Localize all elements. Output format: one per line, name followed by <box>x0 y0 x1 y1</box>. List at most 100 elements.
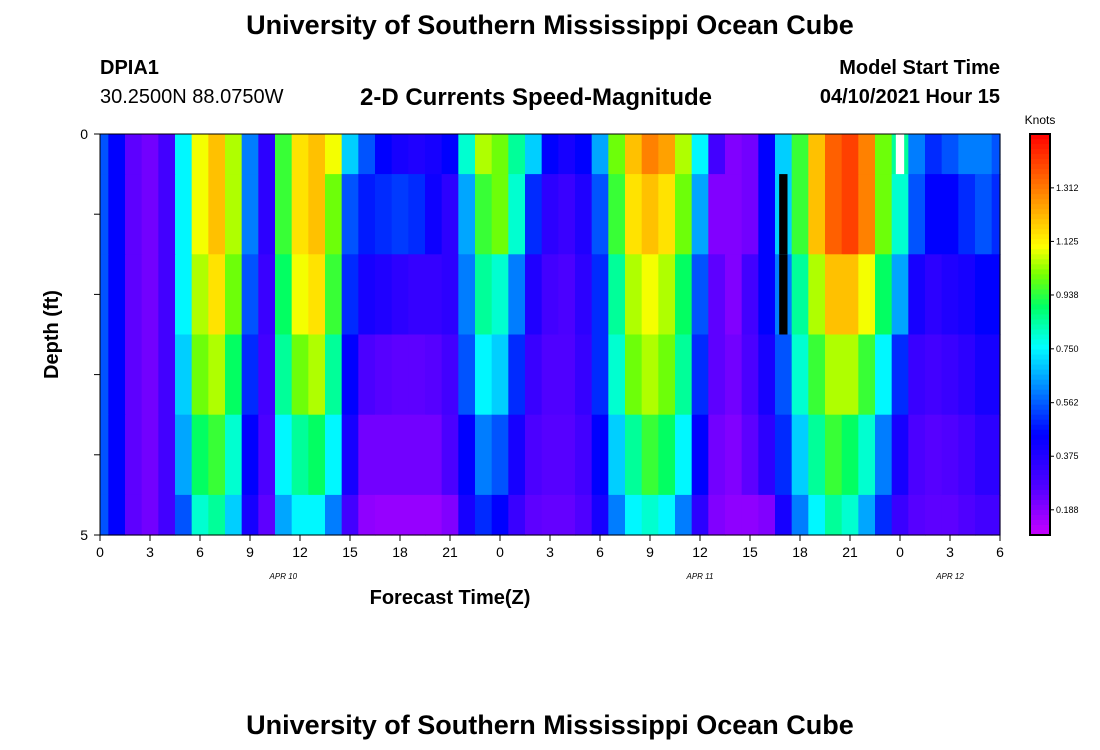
heatmap-cell <box>558 414 576 496</box>
heatmap-cell <box>158 494 176 536</box>
colorbar-swatch <box>1030 434 1050 441</box>
heatmap-cell <box>241 254 259 336</box>
heatmap-cell <box>308 134 326 175</box>
heatmap-cell <box>391 174 409 255</box>
heatmap-cell <box>875 414 893 496</box>
heatmap-cell <box>275 254 293 336</box>
heatmap-cell <box>991 334 1001 416</box>
heatmap-chart: 0 3 6 9 12 15 18 21 0 3 6 9 12 15 18 21 0 3 6 APR 10 APR 11 A… <box>41 113 1079 609</box>
heatmap-cell <box>808 254 826 336</box>
heatmap-cell <box>841 414 859 496</box>
colorbar-swatch <box>1030 489 1050 496</box>
x-tick-label: 3 <box>946 544 954 560</box>
colorbar-tick-label: 1.312 <box>1056 183 1079 193</box>
heatmap-cell <box>808 134 826 175</box>
heatmap-cell <box>841 174 859 255</box>
heatmap-cell <box>808 414 826 496</box>
colorbar-swatch <box>1030 369 1050 376</box>
heatmap-cell <box>125 134 143 175</box>
heatmap-cell <box>475 494 493 536</box>
heatmap-cell <box>258 174 276 255</box>
heatmap-cell <box>775 414 793 496</box>
heatmap-cell <box>925 494 943 536</box>
colorbar-swatch <box>1030 149 1050 155</box>
heatmap-cell <box>625 174 643 255</box>
date-label: APR 12 <box>935 572 964 581</box>
heatmap-cell <box>841 334 859 416</box>
heatmap-cell <box>658 174 676 255</box>
heatmap-cell <box>325 254 343 336</box>
colorbar-swatch <box>1030 264 1050 270</box>
heatmap-cell <box>158 334 176 416</box>
heatmap-cell <box>291 334 309 416</box>
heatmap-cell <box>275 334 293 416</box>
heatmap-cell <box>525 134 543 175</box>
heatmap-cell <box>258 334 276 416</box>
heatmap-cell <box>508 334 526 416</box>
heatmap-cell <box>691 254 709 336</box>
heatmap-cell <box>458 334 476 416</box>
heatmap-cell <box>375 334 393 416</box>
heatmap-cell <box>275 174 293 255</box>
heatmap-cell <box>958 414 976 496</box>
heatmap-cell <box>591 494 609 536</box>
heatmap-cell <box>208 254 226 336</box>
colorbar-swatch <box>1030 224 1050 230</box>
heatmap-cell <box>358 334 376 416</box>
heatmap-cell <box>358 134 376 175</box>
heatmap-cell <box>491 414 509 496</box>
heatmap-cell <box>908 494 926 536</box>
heatmap-cell <box>108 254 126 336</box>
heatmap-cell <box>141 334 159 416</box>
heatmap-cell <box>741 334 759 416</box>
heatmap-cell <box>308 494 326 536</box>
heatmap-cell <box>725 134 743 175</box>
colorbar-swatch <box>1030 164 1050 170</box>
x-tick-label: 9 <box>246 544 254 560</box>
heatmap-cell <box>641 494 659 536</box>
colorbar-swatch <box>1030 274 1050 280</box>
heatmap-cell <box>625 414 643 496</box>
heatmap-cell <box>741 414 759 496</box>
colorbar-swatch <box>1030 449 1050 456</box>
colorbar-swatch <box>1030 139 1050 145</box>
heatmap-cell <box>925 174 943 255</box>
heatmap-cell <box>141 174 159 255</box>
heatmap-cell <box>675 254 693 336</box>
heatmap-cell <box>575 334 593 416</box>
heatmap-cell <box>425 134 443 175</box>
heatmap-cell <box>608 334 626 416</box>
heatmap-cell <box>791 254 809 336</box>
heatmap-cell <box>125 414 143 496</box>
colorbar-swatch <box>1030 184 1050 190</box>
heatmap-cell <box>475 334 493 416</box>
heatmap-cell <box>175 334 193 416</box>
heatmap-cell <box>758 494 776 536</box>
heatmap-cell <box>508 134 526 175</box>
missing-data-cell <box>779 254 788 335</box>
model-start-label: Model Start Time <box>839 57 1000 79</box>
colorbar-swatch <box>1030 179 1050 185</box>
heatmap-cell <box>358 254 376 336</box>
heatmap-cell <box>141 134 159 175</box>
heatmap-cell <box>875 494 893 536</box>
heatmap-cell <box>108 334 126 416</box>
heatmap-cell <box>575 494 593 536</box>
heatmap-cell <box>675 174 693 255</box>
heatmap-cell <box>908 134 926 175</box>
heatmap-cell <box>925 334 943 416</box>
heatmap-cell <box>191 494 209 536</box>
heatmap-cell <box>958 494 976 536</box>
x-tick-label: 6 <box>996 544 1004 560</box>
heatmap-cell <box>225 254 243 336</box>
heatmap-cell <box>358 414 376 496</box>
heatmap-cell <box>291 254 309 336</box>
heatmap-cell <box>858 494 876 536</box>
heatmap-cell <box>741 494 759 536</box>
colorbar-swatch <box>1030 304 1050 311</box>
heatmap-cell <box>691 334 709 416</box>
heatmap-cell <box>375 134 393 175</box>
date-label: APR 10 <box>269 572 298 581</box>
x-tick-label: 9 <box>646 544 654 560</box>
y-tick-label: 0 <box>80 126 88 142</box>
